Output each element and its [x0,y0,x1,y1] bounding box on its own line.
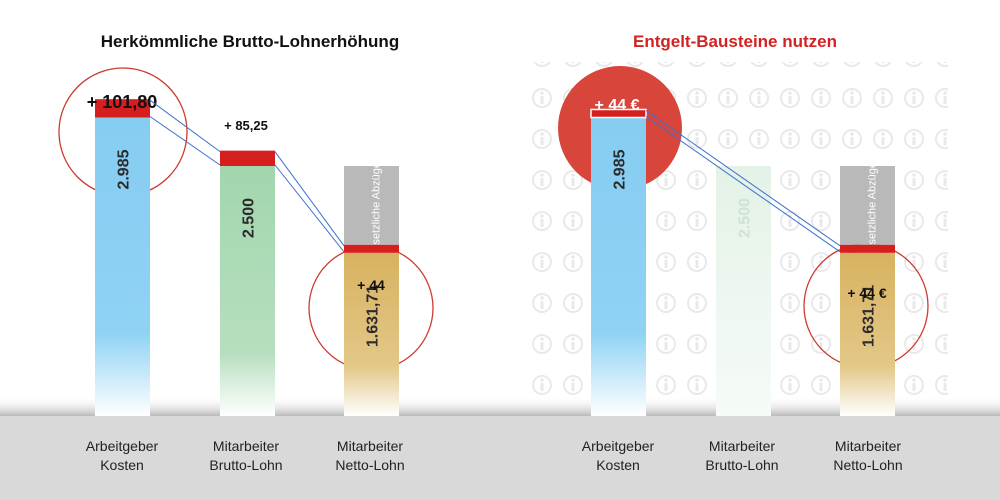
connector-line-right-0b [645,116,841,253]
bar-base-right-2 [840,252,895,416]
gain-label-right-0: + 44 € [595,97,640,114]
left-cat-employer-line2: Kosten [100,457,144,473]
bar-gain-left-2 [344,244,399,253]
left-chart-title: Herkömmliche Brutto-Lohnerhöhung [101,32,399,51]
bar-value-label-right-0: 2.985 [612,149,629,189]
bar-value-label-left-1: 2.500 [241,198,258,238]
bar-base-left-1 [220,166,275,416]
right-cat-net-line2: Netto-Lohn [833,457,902,473]
bar-base-right-0 [591,117,646,416]
bar-base-left-2 [344,252,399,416]
connector-line-left-0b [149,116,221,166]
connector-line-left-1b [274,164,345,253]
gain-label-right-2: + 44 € [847,285,887,301]
right-cat-net-line1: Mitarbeiter [835,438,901,454]
right-cat-gross-line2: Brutto-Lohn [705,457,778,473]
gain-label-left-0: + 101,80 [87,92,158,112]
right-cat-employer-line1: Arbeitgeber [582,438,655,454]
gain-label-left-1: + 85,25 [224,118,268,133]
left-cat-net-line2: Netto-Lohn [335,457,404,473]
connector-line-right-0a [645,110,841,247]
bar-base-right-1 [716,166,771,416]
left-cat-net-line1: Mitarbeiter [337,438,403,454]
bar-gain-right-0 [590,108,647,119]
connector-line-left-1a [274,151,345,247]
gain-label-left-2: + 44 [357,277,385,293]
left-cat-employer-line1: Arbeitgeber [86,438,159,454]
deductions-bar-left [344,166,399,245]
right-cat-employer-line2: Kosten [596,457,640,473]
bar-gain-left-0 [95,99,150,118]
footer-band [0,416,1000,500]
left-cat-gross-line2: Brutto-Lohn [209,457,282,473]
right-cat-gross-line1: Mitarbeiter [709,438,775,454]
deductions-bar-right [840,166,895,245]
bar-value-label-left-0: 2.985 [116,149,133,189]
bar-gain-left-1 [220,150,275,166]
deductions-label-left: gesetzliche Abzüge [371,162,383,257]
bar-base-left-0 [95,117,150,416]
bar-value-label-right-2: 1.631,71 [861,285,878,347]
bar-value-label-right-1: 2.500 [737,198,754,238]
deductions-label-right: gesetzliche Abzüge [867,162,879,257]
left-cat-gross-line1: Mitarbeiter [213,438,279,454]
right-chart-title: Entgelt-Bausteine nutzen [633,32,837,51]
connector-line-left-0a [149,99,221,153]
bar-gain-right-2 [840,244,895,253]
bar-value-label-left-2: 1.631,71 [365,285,382,347]
